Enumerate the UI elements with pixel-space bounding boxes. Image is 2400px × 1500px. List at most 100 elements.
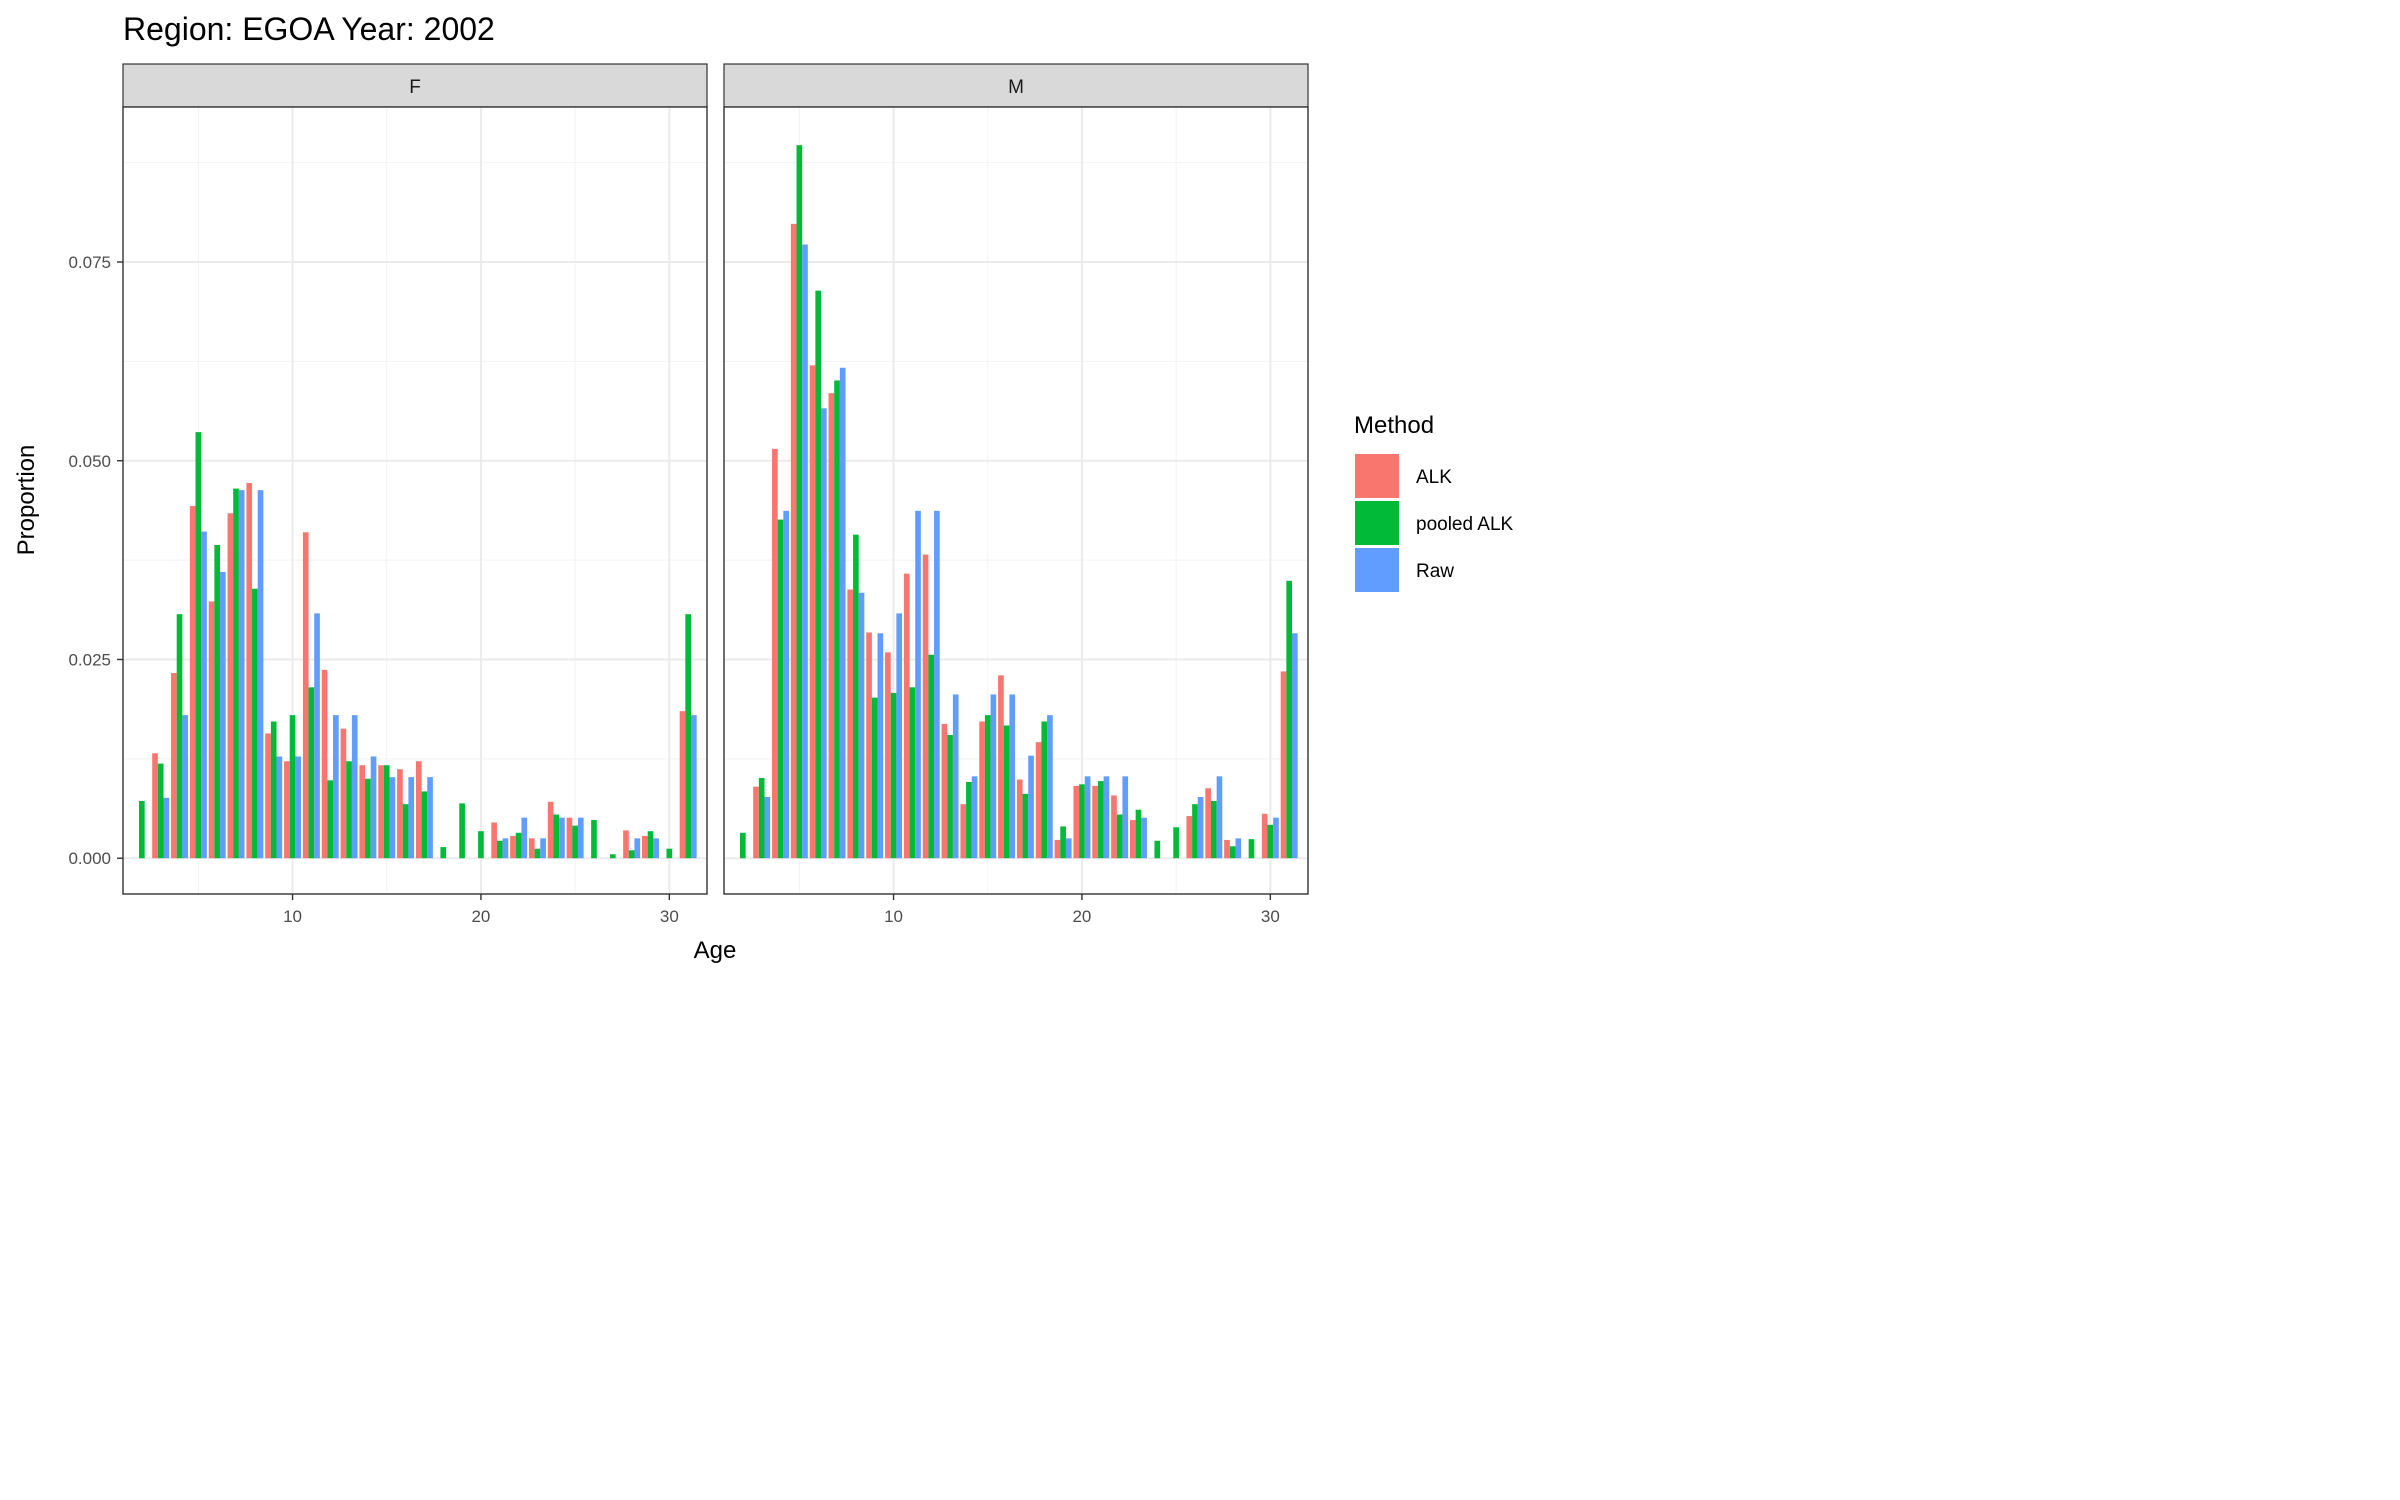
x-tick-label: 10: [884, 907, 903, 926]
bar-m-pooled-alk-age-13: [947, 735, 953, 859]
bar-m-raw-age-28: [1235, 838, 1242, 859]
bar-m-alk-age-11: [903, 573, 910, 859]
bar-m-pooled-alk-age-7: [834, 380, 840, 859]
bar-f-raw-age-22: [521, 817, 528, 859]
bar-m-pooled-alk-age-28: [1229, 846, 1236, 859]
bar-f-pooled-alk-age-30: [666, 848, 673, 859]
x-ticks-m: 10 20 30: [884, 894, 1280, 926]
bar-f-pooled-alk-age-20: [478, 831, 484, 859]
bar-f-alk-age-25: [566, 817, 573, 859]
bar-m-alk-age-23: [1129, 820, 1136, 859]
bar-m-raw-age-22: [1122, 776, 1129, 859]
bar-m-raw-age-10: [896, 613, 903, 859]
bar-m-pooled-alk-age-21: [1097, 781, 1104, 859]
bar-f-raw-age-12: [333, 715, 339, 859]
x-ticks-f: 10 20 30: [283, 894, 679, 926]
bar-f-raw-age-14: [370, 756, 377, 859]
bar-f-alk-age-6: [208, 601, 215, 859]
bar-f-pooled-alk-age-2: [139, 800, 145, 859]
bar-f-raw-age-8: [257, 490, 264, 859]
bar-m-pooled-alk-age-8: [853, 534, 859, 859]
bar-f-alk-age-4: [171, 673, 177, 859]
bar-m-pooled-alk-age-30: [1267, 824, 1274, 859]
bar-m-raw-age-5: [802, 244, 808, 859]
bar-f-pooled-alk-age-17: [421, 791, 428, 859]
bar-m-alk-age-20: [1073, 785, 1080, 859]
bar-f-raw-age-9: [276, 756, 283, 859]
bar-f-pooled-alk-age-22: [515, 832, 522, 859]
bar-m-pooled-alk-age-31: [1286, 580, 1292, 859]
bar-m-raw-age-18: [1047, 715, 1053, 859]
y-tick-label: 0.025: [68, 650, 111, 669]
bar-f-alk-age-23: [528, 838, 535, 859]
bars-f: [139, 432, 697, 859]
bar-f-raw-age-17: [427, 777, 433, 859]
bar-f-alk-age-13: [340, 728, 347, 859]
panel-border-f: [122, 106, 708, 895]
bar-f-raw-age-10: [295, 756, 302, 859]
bar-m-alk-age-14: [960, 804, 967, 859]
bar-f-raw-age-25: [577, 817, 584, 859]
bar-f-pooled-alk-age-24: [553, 814, 560, 859]
bar-m-alk-age-3: [753, 786, 759, 859]
bar-f-raw-age-13: [351, 715, 358, 859]
bar-f-pooled-alk-age-10: [289, 715, 296, 859]
bar-m-alk-age-30: [1261, 813, 1268, 859]
bar-f-alk-age-7: [227, 513, 234, 859]
bar-f-alk-age-9: [265, 733, 271, 859]
bar-m-alk-age-7: [828, 393, 835, 859]
bar-m-pooled-alk-age-19: [1060, 826, 1066, 859]
bar-f-pooled-alk-age-18: [440, 847, 447, 859]
bar-m-raw-age-4: [783, 510, 789, 859]
bar-m-pooled-alk-age-16: [1003, 725, 1010, 859]
bar-m-raw-age-17: [1028, 755, 1034, 859]
x-axis-title: Age: [694, 937, 737, 964]
bar-f-raw-age-4: [182, 715, 188, 859]
bar-m-raw-age-13: [952, 694, 959, 859]
bar-f-alk-age-21: [491, 822, 497, 859]
bar-f-raw-age-3: [163, 797, 170, 859]
bar-m-raw-age-27: [1216, 776, 1223, 859]
bar-m-raw-age-19: [1065, 838, 1072, 859]
bar-m-alk-age-26: [1186, 816, 1193, 859]
legend: Method ALK pooled ALK Raw: [1354, 412, 1514, 592]
bar-f-pooled-alk-age-6: [214, 545, 221, 859]
bar-f-raw-age-29: [653, 838, 659, 859]
bar-m-pooled-alk-age-2: [740, 832, 746, 859]
bar-f-raw-age-24: [559, 817, 565, 859]
bar-m-alk-age-13: [941, 723, 948, 859]
bar-f-alk-age-8: [246, 483, 253, 859]
bar-m-raw-age-3: [764, 797, 771, 859]
bar-m-raw-age-16: [1009, 694, 1016, 859]
bar-f-pooled-alk-age-31: [685, 614, 691, 859]
bar-f-pooled-alk-age-21: [496, 840, 503, 859]
legend-key-pooled-alk: [1355, 501, 1399, 545]
bar-f-alk-age-12: [321, 669, 328, 859]
bar-m-raw-age-8: [858, 592, 865, 859]
bar-m-pooled-alk-age-12: [928, 654, 935, 859]
bar-f-pooled-alk-age-26: [591, 820, 597, 859]
bar-f-pooled-alk-age-11: [308, 687, 315, 859]
bar-f-pooled-alk-age-7: [233, 488, 239, 859]
bar-f-alk-age-16: [397, 769, 403, 859]
chart-title: Region: EGOA Year: 2002: [123, 11, 495, 47]
bar-m-raw-age-23: [1141, 817, 1147, 859]
x-tick-label: 30: [660, 907, 679, 926]
bar-m-raw-age-6: [821, 408, 827, 859]
bar-f-pooled-alk-age-12: [327, 780, 334, 859]
faceted-bar-chart: Region: EGOA Year: 2002 F 10 20 30 M 10 20 3…: [13, 11, 1514, 964]
legend-key-alk: [1355, 454, 1399, 498]
bar-m-alk-age-18: [1035, 742, 1042, 859]
bar-m-alk-age-5: [790, 223, 797, 859]
panel-m: M 10 20 30: [723, 63, 1309, 926]
bar-m-alk-age-22: [1111, 795, 1117, 859]
x-tick-label: 20: [471, 907, 490, 926]
strip-f: [122, 63, 708, 108]
strip-m: [723, 63, 1309, 108]
bar-m-pooled-alk-age-10: [890, 692, 897, 859]
bar-f-raw-age-7: [238, 490, 245, 859]
bar-m-pooled-alk-age-23: [1135, 809, 1142, 859]
bar-f-alk-age-3: [152, 753, 158, 859]
bar-f-raw-age-16: [408, 777, 415, 859]
y-tick-label: 0.075: [68, 253, 111, 272]
